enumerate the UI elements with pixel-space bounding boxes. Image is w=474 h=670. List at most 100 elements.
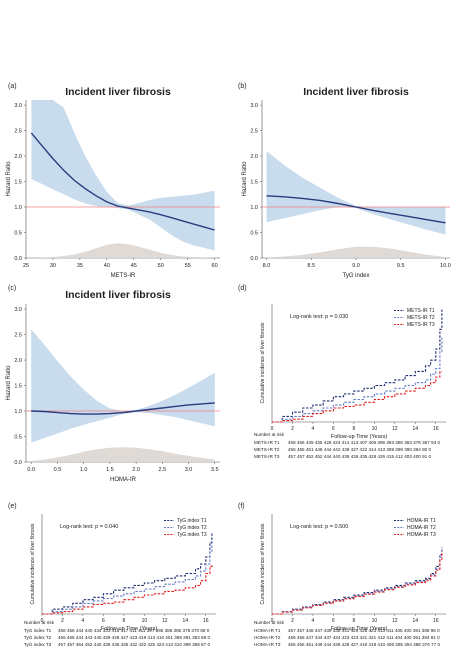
- chart-title-a: Incident liver fibrosis: [65, 86, 171, 98]
- x-tick-label-b: 8.5: [307, 263, 315, 269]
- risk-table-label-f: HOMA-IR T2: [254, 635, 281, 640]
- legend-label-f: HOMA-IR T3: [407, 532, 436, 538]
- km-curve-e-3: [42, 564, 213, 615]
- y-axis-label-e: Cumulative incidence of liver fibrosis: [30, 523, 36, 604]
- panel-label-d: (d): [238, 285, 247, 292]
- risk-table-header-d: Number at risk: [254, 432, 285, 437]
- panel-e: (e) 0 2 4 6 8 10 12 14 16 Follow-up Time (Years) Cu…: [8, 503, 216, 647]
- panel-c: (c) Incident liver fibrosis 0.0 0.5 1.0 1.5 2.…: [6, 285, 220, 483]
- x-tick-label-d: 4: [312, 426, 315, 432]
- risk-table-label-d: METS-IR T1: [254, 440, 280, 445]
- x-tick-label-e: 4: [82, 618, 85, 624]
- x-tick-label-f: 6: [332, 618, 335, 624]
- x-tick-label-e: 10: [142, 618, 148, 624]
- x-tick-label-a: 35: [77, 263, 83, 269]
- panel-label-e: (e): [8, 503, 17, 510]
- x-tick-label-f: 8: [352, 618, 355, 624]
- legend-label-d: METS-IR T1: [407, 308, 435, 314]
- legend-label-e: TyG index T3: [177, 532, 207, 538]
- y-tick-label-c: 3.0: [14, 307, 22, 313]
- x-tick-label-e: 6: [102, 618, 105, 624]
- y-tick-label-a: 0.0: [14, 256, 22, 262]
- legend-label-e: TyG index T1: [177, 518, 207, 524]
- x-axis-label-c: HOMA-IR: [110, 477, 137, 483]
- km-curve-d-2: [272, 337, 443, 423]
- risk-table-header-e: Number at risk: [24, 620, 55, 625]
- y-tick-label-c: 2.5: [14, 333, 22, 339]
- y-tick-label-c: 0.0: [14, 460, 22, 466]
- km-curve-e-1: [42, 533, 213, 615]
- x-tick-label-a: 30: [50, 263, 56, 269]
- confidence-band-b: [266, 151, 446, 235]
- x-tick-label-d: 2: [291, 426, 294, 432]
- risk-table-label-f: HOMA-IR T3: [254, 642, 281, 647]
- risk-table-values-e: 457 457 454 452 440 438 436 435 432 432 …: [58, 642, 210, 647]
- y-tick-label-c: 1.5: [14, 384, 22, 390]
- risk-table-values-f: 455 455 451 449 444 438 428 427 419 418 …: [288, 642, 440, 647]
- x-tick-label-a: 50: [158, 263, 164, 269]
- risk-table-values-f: 456 456 447 444 437 434 423 423 421 421 …: [288, 635, 440, 640]
- x-tick-label-e: 0: [41, 618, 44, 624]
- x-tick-label-c: 0.0: [27, 467, 35, 473]
- x-tick-label-f: 0: [271, 618, 274, 624]
- risk-table-values-e: 455 455 444 443 440 439 428 427 423 419 …: [58, 635, 210, 640]
- y-tick-label-c: 0.5: [14, 435, 22, 441]
- x-tick-label-a: 60: [212, 263, 218, 269]
- y-tick-label-a: 2.5: [14, 129, 22, 135]
- logrank-text-d: Log-rank test: p = 0.030: [290, 314, 348, 320]
- x-tick-label-d: 10: [372, 426, 378, 432]
- y-tick-label-a: 0.5: [14, 231, 22, 237]
- risk-table-values-e: 458 456 444 440 434 433 419 417 411 411 …: [58, 628, 210, 633]
- x-axis-label-d: Follow-up Time (Years): [331, 434, 388, 440]
- x-tick-label-b: 9.0: [352, 263, 360, 269]
- y-tick-label-a: 1.0: [14, 205, 22, 211]
- x-tick-label-c: 1.5: [106, 467, 114, 473]
- x-tick-label-c: 2.0: [132, 467, 140, 473]
- x-tick-label-b: 9.5: [397, 263, 405, 269]
- x-tick-label-e: 8: [122, 618, 125, 624]
- confidence-band-a: [31, 100, 215, 251]
- x-tick-label-e: 12: [162, 618, 168, 624]
- risk-table-values-d: 458 456 439 435 426 424 414 413 407 405 …: [288, 440, 440, 445]
- y-tick-label-b: 3.0: [250, 103, 258, 109]
- panel-b: (b) Incident liver fibrosis 0.0 0.5 1.0 1.5 2.…: [238, 83, 451, 279]
- x-tick-label-d: 14: [413, 426, 419, 432]
- x-axis-label-b: TyG index: [342, 273, 369, 279]
- risk-table-header-f: Number at risk: [254, 620, 285, 625]
- x-axis-label-e: Follow-up Time (Years): [101, 626, 158, 632]
- legend-label-d: METS-IR T2: [407, 315, 435, 321]
- risk-table-label-e: TyG index T3: [24, 642, 52, 647]
- legend-label-f: HOMA-IR T2: [407, 525, 436, 531]
- x-tick-label-a: 25: [23, 263, 29, 269]
- x-tick-label-e: 16: [203, 618, 209, 624]
- risk-table-label-d: METS-IR T3: [254, 454, 280, 459]
- x-tick-label-a: 55: [185, 263, 191, 269]
- y-axis-label-d: Cumulative incidence of liver fibrosis: [260, 322, 266, 403]
- logrank-text-f: Log-rank test: p = 0.500: [290, 524, 348, 530]
- x-tick-label-d: 16: [433, 426, 439, 432]
- panel-label-a: (a): [8, 83, 17, 90]
- y-tick-label-b: 2.0: [250, 154, 258, 160]
- panel-label-b: (b): [238, 83, 247, 90]
- risk-table-label-e: TyG index T2: [24, 635, 52, 640]
- risk-table-values-d: 457 457 452 452 444 440 439 436 435 428 …: [288, 454, 431, 459]
- logrank-text-e: Log-rank test: p = 0.040: [60, 524, 118, 530]
- km-curve-f-1: [272, 547, 443, 615]
- chart-title-c: Incident liver fibrosis: [65, 289, 171, 301]
- y-axis-label-f: Cumulative incidence of liver fibrosis: [260, 523, 266, 604]
- x-tick-label-c: 2.5: [158, 467, 166, 473]
- y-tick-label-b: 1.0: [250, 205, 258, 211]
- x-tick-label-f: 2: [291, 618, 294, 624]
- risk-table-label-e: TyG index T1: [24, 628, 52, 633]
- hazard-ratio-curve-b: [266, 195, 446, 224]
- distribution-density-b: [266, 246, 446, 258]
- panel-d: (d) 0 2 4 6 8 10 12 14 16 Follow-up Time (Years) Cu…: [238, 285, 446, 459]
- panel-label-f: (f): [238, 503, 245, 510]
- confidence-band-c: [31, 329, 215, 443]
- x-tick-label-e: 14: [183, 618, 189, 624]
- y-tick-label-b: 0.0: [250, 256, 258, 262]
- x-tick-label-d: 12: [392, 426, 398, 432]
- x-tick-label-e: 2: [61, 618, 64, 624]
- risk-table-values-d: 455 455 451 448 444 442 439 427 422 414 …: [288, 447, 431, 452]
- y-tick-label-a: 3.0: [14, 103, 22, 109]
